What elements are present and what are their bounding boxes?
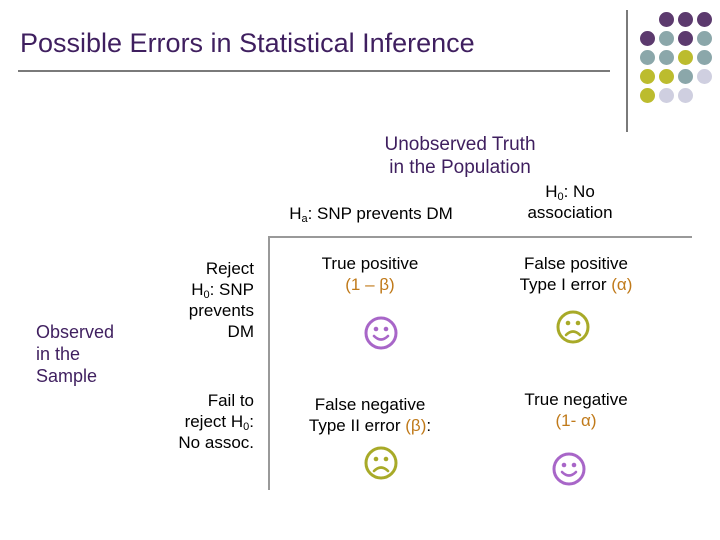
fn-line2-text: Type II error	[308, 416, 406, 435]
sample-header-line2: in the	[36, 344, 81, 364]
reject-line2-text: : SNP	[209, 280, 254, 299]
decorative-vertical-line	[626, 10, 628, 132]
tn-line2: (1- α)	[555, 411, 597, 430]
decorative-dot	[697, 50, 712, 65]
h0-text: : No	[563, 182, 595, 201]
decorative-dot	[640, 88, 655, 103]
fn-line1: False negative	[314, 395, 426, 414]
decorative-dot	[697, 69, 712, 84]
fail-h-letter: reject H	[184, 412, 244, 431]
reject-h-subscript: 0	[203, 289, 210, 301]
ha-text: : SNP prevents DM	[307, 204, 453, 223]
ha-letter: H	[289, 204, 302, 223]
table-left-border	[268, 236, 270, 490]
happy-face-icon	[364, 316, 398, 350]
h0-text-line2: association	[527, 203, 613, 222]
decorative-dot	[678, 50, 693, 65]
fn-line2-suffix: :	[426, 416, 432, 435]
decorative-dot	[678, 12, 693, 27]
population-header-line2: in the Population	[389, 157, 531, 178]
decorative-dot	[640, 31, 655, 46]
sad-face-icon	[364, 446, 398, 480]
fp-line2-accent: (α)	[611, 275, 633, 294]
fail-line3: No assoc.	[178, 433, 254, 452]
h0-subscript: 0	[557, 191, 564, 203]
reject-line3: prevents	[188, 301, 254, 320]
cell-false-negative: False negative Type II error (β):	[280, 394, 460, 436]
sample-header-line3: Sample	[36, 366, 98, 386]
fail-line1: Fail to	[207, 391, 254, 410]
row-label-fail-to-reject: Fail to reject H0: No assoc.	[150, 390, 254, 453]
column-header-h0: H0: No association	[490, 181, 650, 223]
reject-line1: Reject	[205, 259, 254, 278]
decorative-dot	[640, 50, 655, 65]
sad-face-icon	[556, 310, 590, 344]
decorative-dot	[697, 31, 712, 46]
decorative-dot	[640, 69, 655, 84]
decorative-dot	[659, 88, 674, 103]
fail-h-subscript: 0	[243, 421, 250, 433]
happy-face-icon	[552, 452, 586, 486]
population-header-line1: Unobserved Truth	[384, 134, 536, 155]
fn-line2-accent: (β)	[405, 416, 427, 435]
population-header: Unobserved Truth in the Population	[340, 133, 580, 179]
row-label-reject: Reject H0: SNP prevents DM	[150, 258, 254, 342]
reject-h-letter: H	[191, 280, 204, 299]
sample-header-line1: Observed	[36, 322, 115, 342]
tp-line1: True positive	[321, 254, 419, 273]
decorative-dot	[697, 12, 712, 27]
decorative-dot	[659, 31, 674, 46]
cell-true-negative: True negative (1- α)	[488, 389, 664, 431]
title-underline	[18, 70, 610, 72]
h0-letter: H	[545, 182, 558, 201]
decorative-dot	[678, 69, 693, 84]
decorative-dot	[678, 88, 693, 103]
decorative-dot	[678, 31, 693, 46]
fp-line1: False positive	[524, 254, 628, 273]
slide-title: Possible Errors in Statistical Inference	[20, 28, 475, 58]
decorative-dot	[659, 69, 674, 84]
tn-line1: True negative	[524, 390, 628, 409]
column-header-ha: Ha: SNP prevents DM	[266, 203, 476, 225]
fp-line2-text: Type I error	[519, 275, 612, 294]
cell-false-positive: False positive Type I error (α)	[488, 253, 664, 295]
fail-line2-text: :	[249, 412, 254, 431]
tp-line2: (1 – β)	[345, 275, 395, 294]
decorative-dot	[659, 50, 674, 65]
reject-line4: DM	[227, 322, 254, 341]
cell-true-positive: True positive (1 – β)	[280, 253, 460, 295]
table-top-border	[268, 236, 692, 238]
ha-subscript: a	[301, 213, 308, 225]
sample-header: Observed in the Sample	[36, 321, 146, 387]
decorative-dot	[659, 12, 674, 27]
